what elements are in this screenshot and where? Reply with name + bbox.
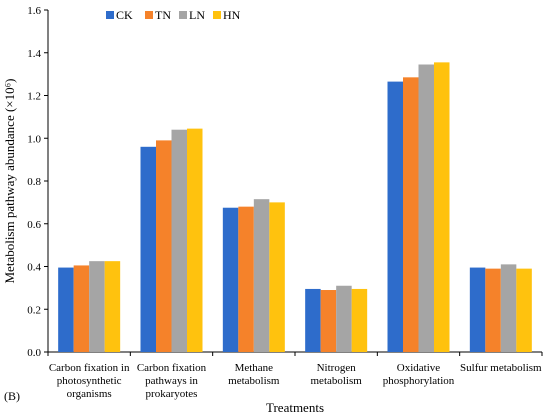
y-axis-title: Metabolism pathway abundance (×10⁶) [2,79,17,284]
bar-hn-0 [104,261,121,352]
bar-ck-0 [58,267,74,352]
bar-ln-4 [418,64,434,352]
axes [44,9,543,356]
legend-label-ln: LN [189,8,205,22]
bar-ck-5 [469,267,486,352]
x-category-label: prokaryotes [146,388,198,400]
bar-tn-0 [73,265,90,352]
bar-tn-5 [485,268,501,352]
y-tick-label: 0.0 [27,347,41,359]
bar-ck-3 [305,288,321,352]
x-axis-title: Treatments [266,400,324,415]
x-category-label: pathways in [145,375,198,387]
y-tick-label: 1.6 [27,5,41,17]
bar-ln-0 [89,261,105,352]
legend-swatch-tn [145,11,153,19]
bar-ln-1 [171,129,187,352]
bar-hn-1 [187,128,203,352]
bar-ck-2 [222,207,239,352]
bar-ln-3 [336,285,352,352]
bar-ck-1 [140,146,156,352]
x-category-label: metabolism [311,375,363,387]
bar-hn-5 [516,268,532,352]
bars [58,62,532,353]
bar-ln-5 [500,264,517,352]
panel-label: (B) [4,389,20,403]
bar-tn-1 [156,140,172,352]
bar-ln-2 [253,199,270,352]
x-category-label: Carbon fixation in [49,362,130,374]
bar-hn-3 [351,288,368,352]
x-category-label: Methane [235,362,274,374]
x-category-label: organisms [67,388,112,400]
x-category-label: phosphorylation [383,375,455,387]
legend-label-hn: HN [223,8,241,22]
y-tick-label: 0.2 [27,304,41,316]
bar-hn-2 [269,202,285,352]
legend-swatch-hn [213,11,221,19]
y-tick-label: 0.8 [27,176,41,188]
bar-hn-4 [434,62,450,353]
y-tick-label: 1.2 [27,91,41,103]
legend-swatch-ln [179,11,187,19]
labels: 0.0 0.2 0.4 0.6 0.8 1.0 1.2 1.4 1.6 Carbon fixati… [2,5,542,415]
bar-tn-3 [320,290,337,352]
legend-swatch-ck [106,11,114,19]
x-category-label: metabolism [228,375,280,387]
legend: CK TN LN HN [106,8,241,22]
y-tick-label: 0.6 [27,219,41,231]
y-tick-label: 0.4 [27,262,41,274]
bar-tn-2 [238,206,254,352]
x-category-label: Carbon fixation [137,362,207,374]
bar-tn-4 [403,77,419,353]
legend-label-ck: CK [116,8,133,22]
x-category-label: photosynthetic [57,375,122,387]
y-tick-label: 1.0 [27,133,41,145]
x-category-label: Sulfur metabolism [460,362,542,374]
x-category-label: Nitrogen [317,362,357,374]
bar-ck-4 [387,81,403,352]
x-category-label: Oxidative [397,362,440,374]
legend-label-tn: TN [155,8,171,22]
y-tick-label: 1.4 [27,48,41,60]
